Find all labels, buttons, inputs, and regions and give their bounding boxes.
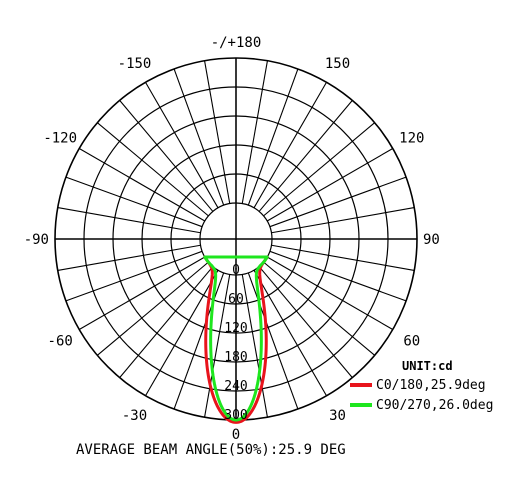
radial-tick-label: 180 (224, 350, 247, 365)
grid-spoke (96, 122, 209, 217)
grid-spoke (266, 256, 394, 330)
grid-spoke (266, 148, 394, 222)
grid-spoke (65, 176, 203, 228)
grid-spoke (119, 99, 214, 212)
angle-label: -120 (43, 131, 77, 147)
grid-spoke (173, 68, 225, 206)
angle-labels: -/+180-150 150-120 120-90 90-60 60-30 300 (24, 35, 440, 443)
grid-spoke (269, 250, 407, 302)
angle-label: 30 (329, 408, 346, 424)
series-curve-1 (203, 255, 269, 422)
angle-label: -60 (48, 334, 73, 350)
radial-tick-label: 0 (232, 263, 240, 278)
grid-spoke (57, 244, 201, 271)
grid-spoke (241, 60, 268, 204)
grid-spoke (65, 250, 203, 302)
grid-spoke (247, 68, 299, 206)
angle-label: 0 (232, 427, 240, 443)
intensity-curves (203, 255, 269, 424)
grid-spoke (253, 81, 327, 209)
grid-spoke (263, 261, 376, 356)
grid-spoke (173, 272, 225, 410)
grid-spoke (78, 148, 206, 222)
grid-spoke (204, 60, 231, 204)
radial-tick-label: 60 (228, 292, 244, 307)
grid-spoke (253, 269, 327, 397)
grid-spoke (258, 99, 353, 212)
grid-spoke (57, 207, 201, 234)
grid-spoke (78, 256, 206, 330)
angle-label: 60 (403, 334, 420, 350)
grid-spoke (96, 261, 209, 356)
legend: C0/180,25.9deg C90/270,26.0deg (350, 378, 493, 413)
grid-spoke (271, 244, 415, 271)
grid-spoke (247, 272, 299, 410)
grid-spoke (258, 266, 353, 379)
radial-tick-label: 120 (224, 321, 247, 336)
grid-spoke (145, 269, 219, 397)
angle-label: 150 (325, 56, 350, 72)
radial-tick-labels: 0 60 120 180 240 300 (224, 263, 247, 423)
grid-spoke (145, 81, 219, 209)
angle-label: 120 (399, 131, 424, 147)
angle-label: -150 (118, 56, 152, 72)
angle-label: -/+180 (211, 35, 262, 51)
grid-spoke (241, 274, 268, 418)
legend-label: C90/270,26.0deg (376, 398, 493, 413)
angle-label: 90 (423, 232, 440, 248)
grid-spoke (119, 266, 214, 379)
beam-angle-footer: AVERAGE BEAM ANGLE(50%):25.9 DEG (76, 442, 346, 458)
grid-spoke (263, 122, 376, 217)
legend-label: C0/180,25.9deg (376, 378, 486, 393)
grid-spoke (269, 176, 407, 228)
grid-spoke (204, 274, 231, 418)
angle-label: -30 (122, 408, 147, 424)
angle-label: -90 (24, 232, 49, 248)
unit-label: UNIT:cd (402, 359, 453, 373)
polar-grid (54, 57, 418, 421)
radial-tick-label: 240 (224, 379, 247, 394)
grid-spoke (271, 207, 415, 234)
radial-tick-label: 300 (224, 408, 247, 423)
